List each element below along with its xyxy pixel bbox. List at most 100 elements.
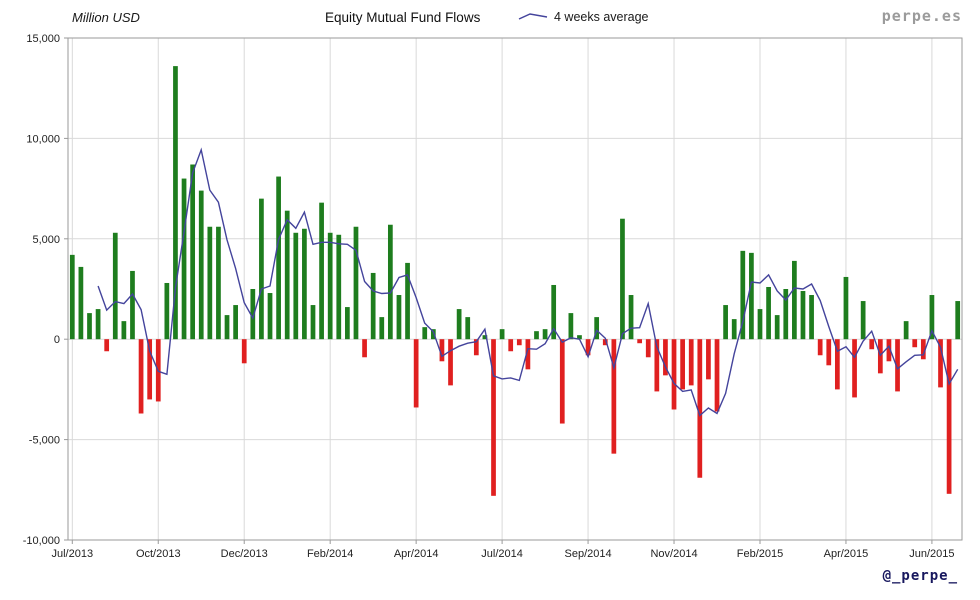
bar-positive (198, 190, 204, 340)
bar-negative (362, 339, 367, 358)
bar-negative (912, 339, 918, 348)
bar-negative (241, 339, 247, 364)
y-axis-label: -10,000 (23, 535, 60, 547)
bar-positive (293, 232, 299, 340)
bar-positive (499, 329, 505, 340)
bar-positive (456, 309, 462, 340)
bar-positive (929, 295, 935, 340)
bar-negative (834, 339, 840, 390)
bar-positive (774, 315, 780, 340)
bar-positive (620, 218, 625, 340)
bar-positive (387, 224, 393, 340)
bar-positive (482, 335, 488, 340)
bar-positive (302, 228, 307, 340)
bar-positive (792, 260, 797, 340)
bar-positive (534, 331, 539, 340)
bar-negative (508, 339, 514, 352)
bar-positive (112, 232, 118, 340)
bar-positive (336, 234, 342, 340)
bar-positive (207, 226, 213, 340)
bar-positive (310, 305, 316, 340)
bar-negative (448, 339, 453, 386)
x-axis-label: Nov/2014 (650, 548, 697, 560)
legend-line-icon (518, 13, 548, 20)
bar-negative (147, 339, 153, 400)
bar-negative (680, 339, 685, 390)
bar-positive (87, 313, 92, 340)
bar-positive (250, 289, 256, 340)
bar-positive (121, 321, 127, 340)
bar-negative (663, 339, 668, 376)
bar-negative (611, 339, 617, 454)
bar-negative (688, 339, 694, 386)
average-line (97, 147, 959, 417)
bar-negative (413, 339, 419, 408)
x-axis-label: Dec/2013 (221, 548, 268, 560)
bar-positive (78, 266, 84, 340)
bar-negative (602, 339, 608, 346)
bar-positive (800, 291, 806, 340)
bar-negative (525, 339, 531, 370)
bar-positive (860, 301, 866, 340)
bar-negative (637, 339, 643, 344)
legend-label: 4 weeks average (554, 10, 649, 24)
x-axis-label: Jul/2014 (481, 548, 523, 560)
y-axis-label: 5,000 (32, 234, 60, 246)
bar-positive (731, 319, 737, 340)
bar-positive (430, 329, 436, 340)
bar-positive (69, 254, 75, 340)
bar-negative (491, 339, 496, 496)
bar-negative (654, 339, 660, 392)
bar-positive (723, 305, 728, 340)
bar-positive (224, 315, 230, 340)
bar-negative (886, 339, 892, 362)
bar-negative (817, 339, 823, 356)
bar-negative (869, 339, 875, 350)
bar-positive (594, 317, 600, 340)
bar-positive (95, 309, 101, 340)
bar-positive (749, 252, 754, 340)
bar-positive (379, 317, 385, 340)
x-axis-label: Sep/2014 (565, 548, 612, 560)
y-axis-label: -5,000 (29, 435, 60, 447)
site-brand: perpe.es (881, 7, 962, 25)
x-axis-label: Feb/2014 (307, 548, 353, 560)
bar-positive (809, 295, 814, 340)
bar-positive (843, 276, 849, 340)
x-axis-label: Feb/2015 (737, 548, 783, 560)
bar-negative (473, 339, 479, 356)
bar-positive (405, 262, 410, 340)
bar-positive (267, 293, 273, 340)
legend: 4 weeks average (518, 10, 649, 24)
bar-positive (233, 305, 238, 340)
bar-positive (757, 309, 763, 340)
x-axis-label: Apr/2015 (824, 548, 869, 560)
bar-negative (714, 339, 720, 412)
bar-negative (104, 339, 110, 352)
bar-negative (852, 339, 857, 398)
bar-negative (946, 339, 952, 494)
bar-positive (577, 335, 582, 340)
bar-negative (895, 339, 900, 392)
bar-positive (284, 210, 290, 340)
bar-negative (697, 339, 703, 478)
bar-negative (559, 339, 565, 424)
bar-positive (181, 178, 187, 340)
plot-border (67, 37, 963, 541)
x-axis-label: Oct/2013 (136, 548, 181, 560)
bar-positive (955, 301, 961, 340)
x-axis-label: Apr/2014 (394, 548, 439, 560)
bar-positive (903, 321, 909, 340)
bar-positive (551, 284, 557, 340)
bar-positive (628, 295, 634, 340)
bar-positive (276, 176, 281, 340)
bar-positive (766, 286, 771, 340)
bar-positive (345, 307, 350, 340)
bar-negative (439, 339, 445, 362)
bar-positive (396, 295, 402, 340)
bar-positive (190, 164, 196, 340)
bar-positive (164, 282, 170, 340)
x-axis-label: Jun/2015 (909, 548, 954, 560)
